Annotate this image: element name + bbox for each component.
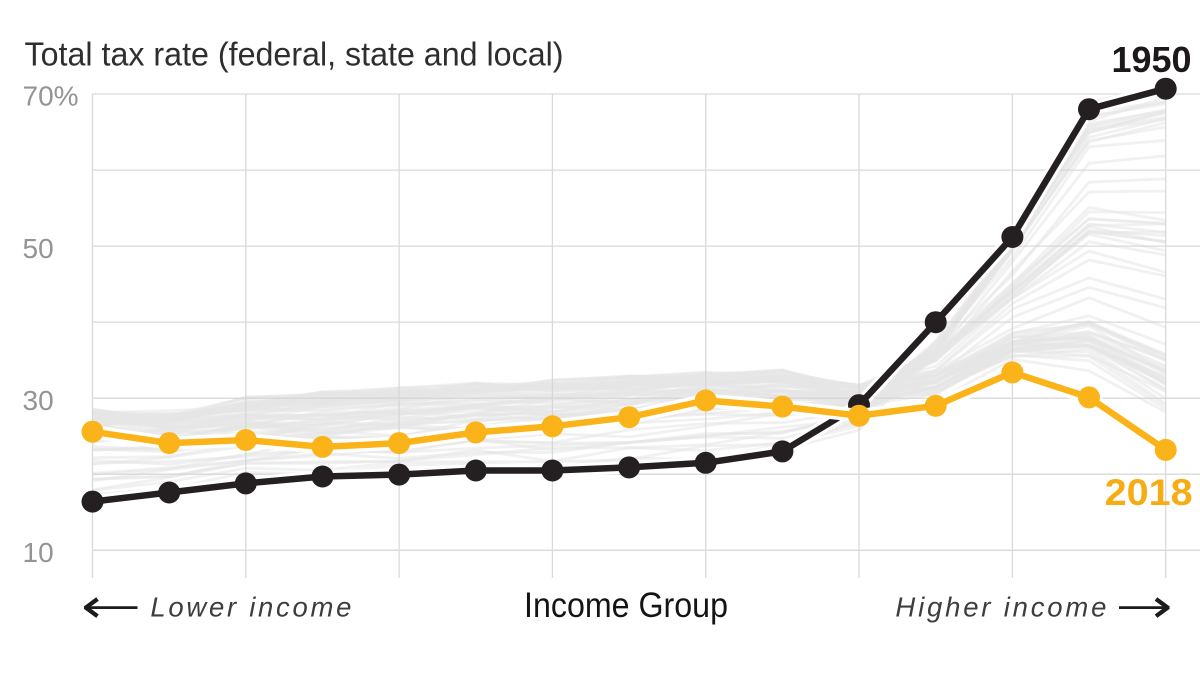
- svg-text:50: 50: [23, 233, 54, 264]
- svg-text:Lower income: Lower income: [150, 592, 351, 623]
- svg-text:Higher income: Higher income: [895, 592, 1106, 623]
- svg-text:Income Group: Income Group: [524, 586, 728, 625]
- svg-text:Total tax rate (federal, state: Total tax rate (federal, state and local…: [25, 36, 564, 73]
- svg-text:30: 30: [23, 385, 54, 416]
- svg-text:1950: 1950: [1112, 39, 1192, 80]
- svg-text:70%: 70%: [23, 81, 79, 112]
- svg-text:10: 10: [23, 537, 54, 568]
- svg-text:2018: 2018: [1105, 472, 1193, 513]
